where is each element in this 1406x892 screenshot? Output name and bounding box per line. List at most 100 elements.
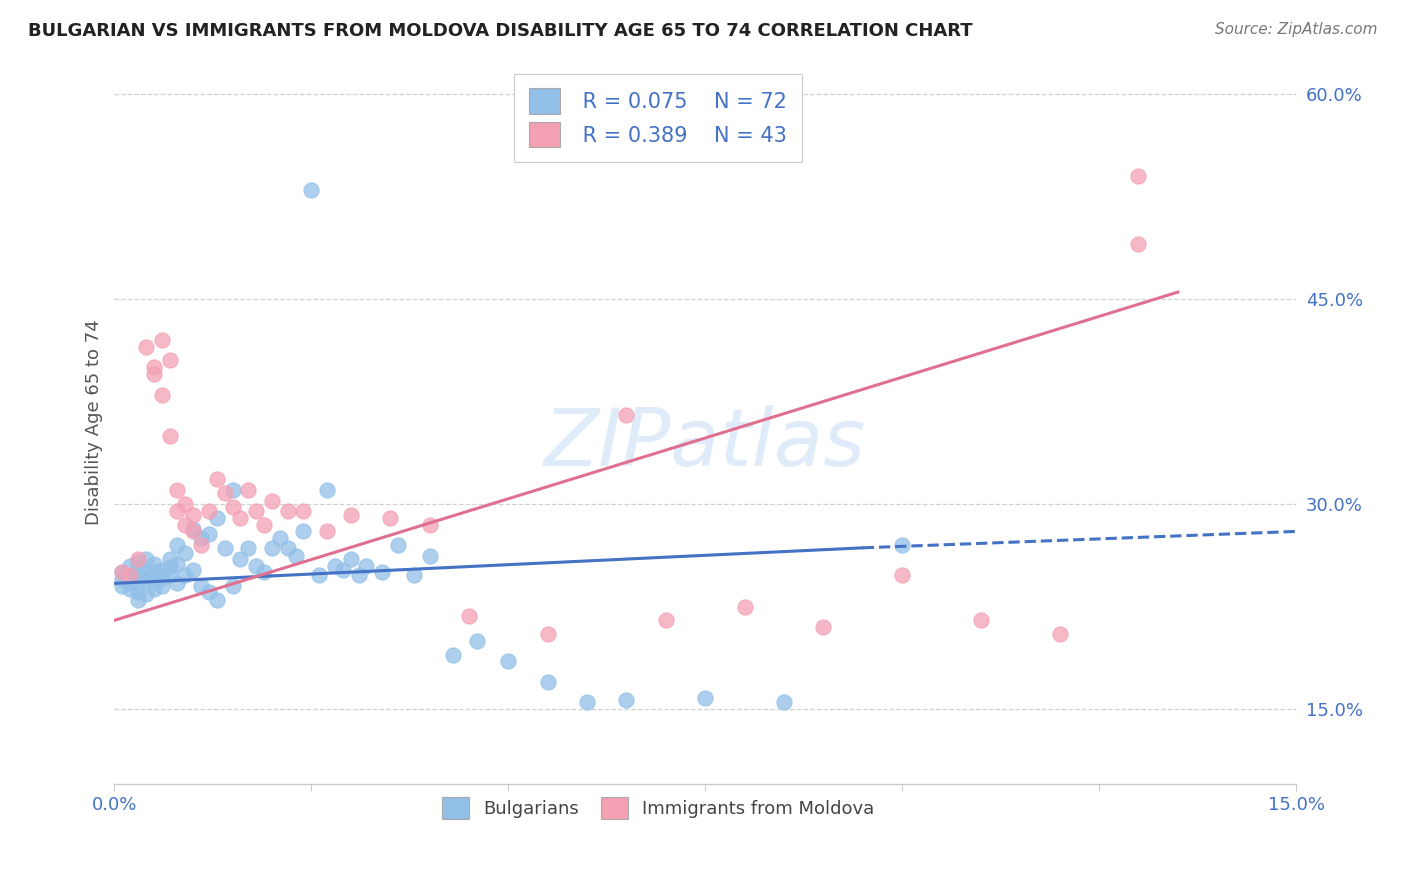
Point [245, 504, 267, 518]
Point [734, 599, 756, 614]
Point [891, 568, 914, 582]
Point [457, 609, 479, 624]
Point [260, 541, 283, 555]
Point [111, 566, 134, 580]
Point [229, 510, 252, 524]
Point [356, 558, 378, 573]
Point [371, 566, 394, 580]
Point [441, 648, 464, 662]
Point [576, 695, 599, 709]
Point [1128, 169, 1150, 183]
Point [166, 483, 188, 498]
Point [174, 568, 197, 582]
Point [970, 613, 993, 627]
Point [205, 473, 228, 487]
Legend: Bulgarians, Immigrants from Moldova: Bulgarians, Immigrants from Moldova [434, 789, 882, 826]
Point [198, 584, 221, 599]
Point [339, 551, 361, 566]
Point [142, 566, 165, 580]
Point [166, 538, 188, 552]
Point [166, 504, 188, 518]
Point [142, 360, 165, 375]
Point [142, 582, 165, 596]
Y-axis label: Disability Age 65 to 74: Disability Age 65 to 74 [86, 319, 103, 524]
Point [111, 572, 134, 586]
Point [150, 579, 173, 593]
Text: Source: ZipAtlas.com: Source: ZipAtlas.com [1215, 22, 1378, 37]
Point [214, 486, 236, 500]
Point [181, 524, 204, 539]
Point [292, 524, 315, 539]
Point [221, 500, 243, 514]
Point [150, 563, 173, 577]
Point [387, 538, 409, 552]
Point [269, 531, 291, 545]
Point [135, 563, 157, 577]
Point [238, 541, 260, 555]
Point [127, 566, 149, 580]
Point [120, 558, 142, 573]
Point [198, 504, 221, 518]
Point [537, 627, 560, 641]
Point [238, 483, 260, 498]
Point [174, 497, 197, 511]
Point [159, 353, 181, 368]
Point [260, 494, 283, 508]
Point [150, 333, 173, 347]
Point [418, 549, 440, 563]
Point [1128, 237, 1150, 252]
Point [253, 566, 276, 580]
Point [190, 531, 212, 545]
Point [316, 483, 339, 498]
Point [150, 387, 173, 401]
Point [221, 483, 243, 498]
Point [347, 568, 370, 582]
Point [166, 576, 188, 591]
Point [181, 508, 204, 522]
Point [159, 568, 181, 582]
Point [159, 428, 181, 442]
Point [120, 568, 142, 582]
Point [323, 558, 346, 573]
Point [159, 560, 181, 574]
Point [695, 691, 717, 706]
Point [127, 584, 149, 599]
Point [316, 524, 339, 539]
Point [498, 654, 520, 668]
Point [616, 692, 638, 706]
Point [142, 574, 165, 588]
Point [292, 504, 315, 518]
Point [135, 551, 157, 566]
Point [299, 182, 322, 196]
Point [120, 568, 142, 582]
Point [174, 546, 197, 560]
Point [142, 367, 165, 381]
Point [891, 538, 914, 552]
Point [378, 510, 401, 524]
Point [339, 508, 361, 522]
Point [111, 566, 134, 580]
Point [308, 568, 330, 582]
Point [190, 579, 212, 593]
Point [418, 517, 440, 532]
Point [616, 408, 638, 422]
Point [159, 551, 181, 566]
Point [813, 620, 835, 634]
Point [174, 517, 197, 532]
Point [253, 517, 276, 532]
Point [120, 576, 142, 591]
Point [166, 558, 188, 572]
Point [465, 633, 488, 648]
Point [214, 541, 236, 555]
Point [284, 549, 307, 563]
Text: BULGARIAN VS IMMIGRANTS FROM MOLDOVA DISABILITY AGE 65 TO 74 CORRELATION CHART: BULGARIAN VS IMMIGRANTS FROM MOLDOVA DIS… [28, 22, 973, 40]
Point [135, 587, 157, 601]
Point [245, 558, 267, 573]
Point [1049, 627, 1071, 641]
Point [127, 551, 149, 566]
Point [111, 579, 134, 593]
Point [277, 541, 299, 555]
Point [773, 695, 796, 709]
Point [655, 613, 678, 627]
Point [277, 504, 299, 518]
